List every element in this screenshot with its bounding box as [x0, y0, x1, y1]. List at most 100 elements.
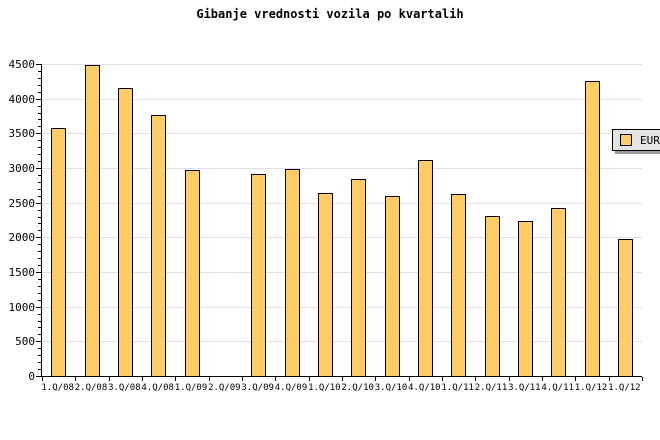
- gridline: [42, 307, 642, 308]
- x-tick-label: 1.Q/12: [574, 383, 608, 393]
- y-minor-tick: [38, 355, 42, 356]
- x-tick: [275, 377, 276, 381]
- x-tick-label: 3.Q/11: [508, 383, 541, 393]
- x-tick-label: 2.Q/09: [208, 383, 241, 393]
- x-tick-label: 1.Q/08: [41, 383, 74, 393]
- y-major-tick: [36, 133, 42, 134]
- legend-label: EUR: [640, 133, 660, 147]
- x-tick: [475, 377, 476, 381]
- bar-1.Q/12: [585, 81, 600, 376]
- bar-3.Q/09: [251, 174, 266, 376]
- y-minor-tick: [38, 85, 42, 86]
- legend-swatch-icon: [620, 134, 632, 146]
- x-tick: [442, 377, 443, 381]
- x-tick-label: 1.Q/09: [174, 383, 208, 393]
- y-minor-tick: [38, 230, 42, 231]
- y-minor-tick: [38, 175, 42, 176]
- y-tick-label: 1000: [8, 300, 36, 314]
- y-major-tick: [36, 307, 42, 308]
- y-minor-tick: [38, 154, 42, 155]
- x-tick-label: 3.Q/10: [374, 383, 408, 393]
- y-tick-label: 500: [15, 335, 35, 349]
- y-minor-tick: [38, 258, 42, 259]
- gridline: [42, 99, 642, 100]
- bar-1.Q/09: [185, 170, 200, 376]
- y-major-tick: [36, 64, 42, 65]
- x-tick-label: 4.Q/09: [274, 383, 308, 393]
- gridline: [42, 203, 642, 204]
- y-minor-tick: [38, 182, 42, 183]
- bar-2.Q/10: [351, 179, 366, 376]
- x-tick-label: 1.Q/11: [441, 383, 474, 393]
- y-minor-tick: [38, 279, 42, 280]
- y-minor-tick: [38, 210, 42, 211]
- x-tick: [209, 377, 210, 381]
- y-major-tick: [36, 341, 42, 342]
- y-major-tick: [36, 168, 42, 169]
- x-tick: [309, 377, 310, 381]
- bar-4.Q/11: [551, 208, 566, 376]
- y-major-tick: [36, 99, 42, 100]
- chart-title: Gibanje vrednosti vozila po kvartalih: [196, 7, 464, 21]
- x-tick-label: 2.Q/11: [474, 383, 508, 393]
- y-minor-tick: [38, 286, 42, 287]
- y-minor-tick: [38, 113, 42, 114]
- gridline: [42, 64, 642, 65]
- bar-3.Q/10: [385, 196, 400, 376]
- y-tick-label: 4000: [8, 92, 36, 106]
- y-minor-tick: [38, 106, 42, 107]
- bar-1.Q/08: [51, 128, 66, 376]
- y-tick-label: 1500: [8, 266, 36, 279]
- x-tick-label: 1.Q/10: [308, 383, 341, 393]
- gridline: [42, 237, 642, 238]
- x-tick-label: 3.Q/08: [108, 383, 141, 393]
- x-tick-label: 4.Q/08: [141, 383, 174, 393]
- gridline: [42, 272, 642, 273]
- y-tick-label: 3000: [8, 162, 36, 175]
- bar-3.Q/08: [118, 88, 133, 376]
- x-tick: [409, 377, 410, 381]
- y-tick-label: 2500: [8, 196, 36, 210]
- y-minor-tick: [38, 92, 42, 93]
- y-minor-tick: [38, 140, 42, 141]
- y-minor-tick: [38, 327, 42, 328]
- bar-4.Q/10: [418, 160, 433, 376]
- y-minor-tick: [38, 161, 42, 162]
- y-tick-label: 3500: [8, 127, 36, 141]
- y-minor-tick: [38, 293, 42, 294]
- y-minor-tick: [38, 300, 42, 301]
- x-tick: [75, 377, 76, 381]
- bar-4.Q/08: [151, 115, 166, 376]
- x-tick: [542, 377, 543, 381]
- y-minor-tick: [38, 362, 42, 363]
- y-minor-tick: [38, 126, 42, 127]
- x-tick: [575, 377, 576, 381]
- gridline: [42, 341, 642, 342]
- x-tick: [342, 377, 343, 381]
- x-tick: [175, 377, 176, 381]
- y-minor-tick: [38, 314, 42, 315]
- y-minor-tick: [38, 71, 42, 72]
- x-tick: [609, 377, 610, 381]
- bar-2.Q/08: [85, 65, 100, 376]
- x-tick-label: 3.Q/09: [241, 383, 274, 393]
- x-tick: [509, 377, 510, 381]
- y-major-tick: [36, 272, 42, 273]
- y-minor-tick: [38, 223, 42, 224]
- bar-1.Q/10: [318, 193, 333, 376]
- y-tick-label: 0: [28, 370, 35, 383]
- y-tick-label: 2000: [8, 231, 36, 245]
- y-minor-tick: [38, 119, 42, 120]
- y-minor-tick: [38, 265, 42, 266]
- x-tick: [375, 377, 376, 381]
- x-tick-label: 4.Q/11: [541, 383, 574, 393]
- y-major-tick: [36, 376, 42, 377]
- bar-1.Q/11: [451, 194, 466, 376]
- legend: EUR: [612, 129, 660, 151]
- x-tick-label: 4.Q/10: [408, 383, 441, 393]
- bar-2.Q/11: [485, 216, 500, 376]
- y-minor-tick: [38, 334, 42, 335]
- bar-3.Q/11: [518, 221, 533, 376]
- x-tick-label: 2.Q/10: [341, 383, 374, 393]
